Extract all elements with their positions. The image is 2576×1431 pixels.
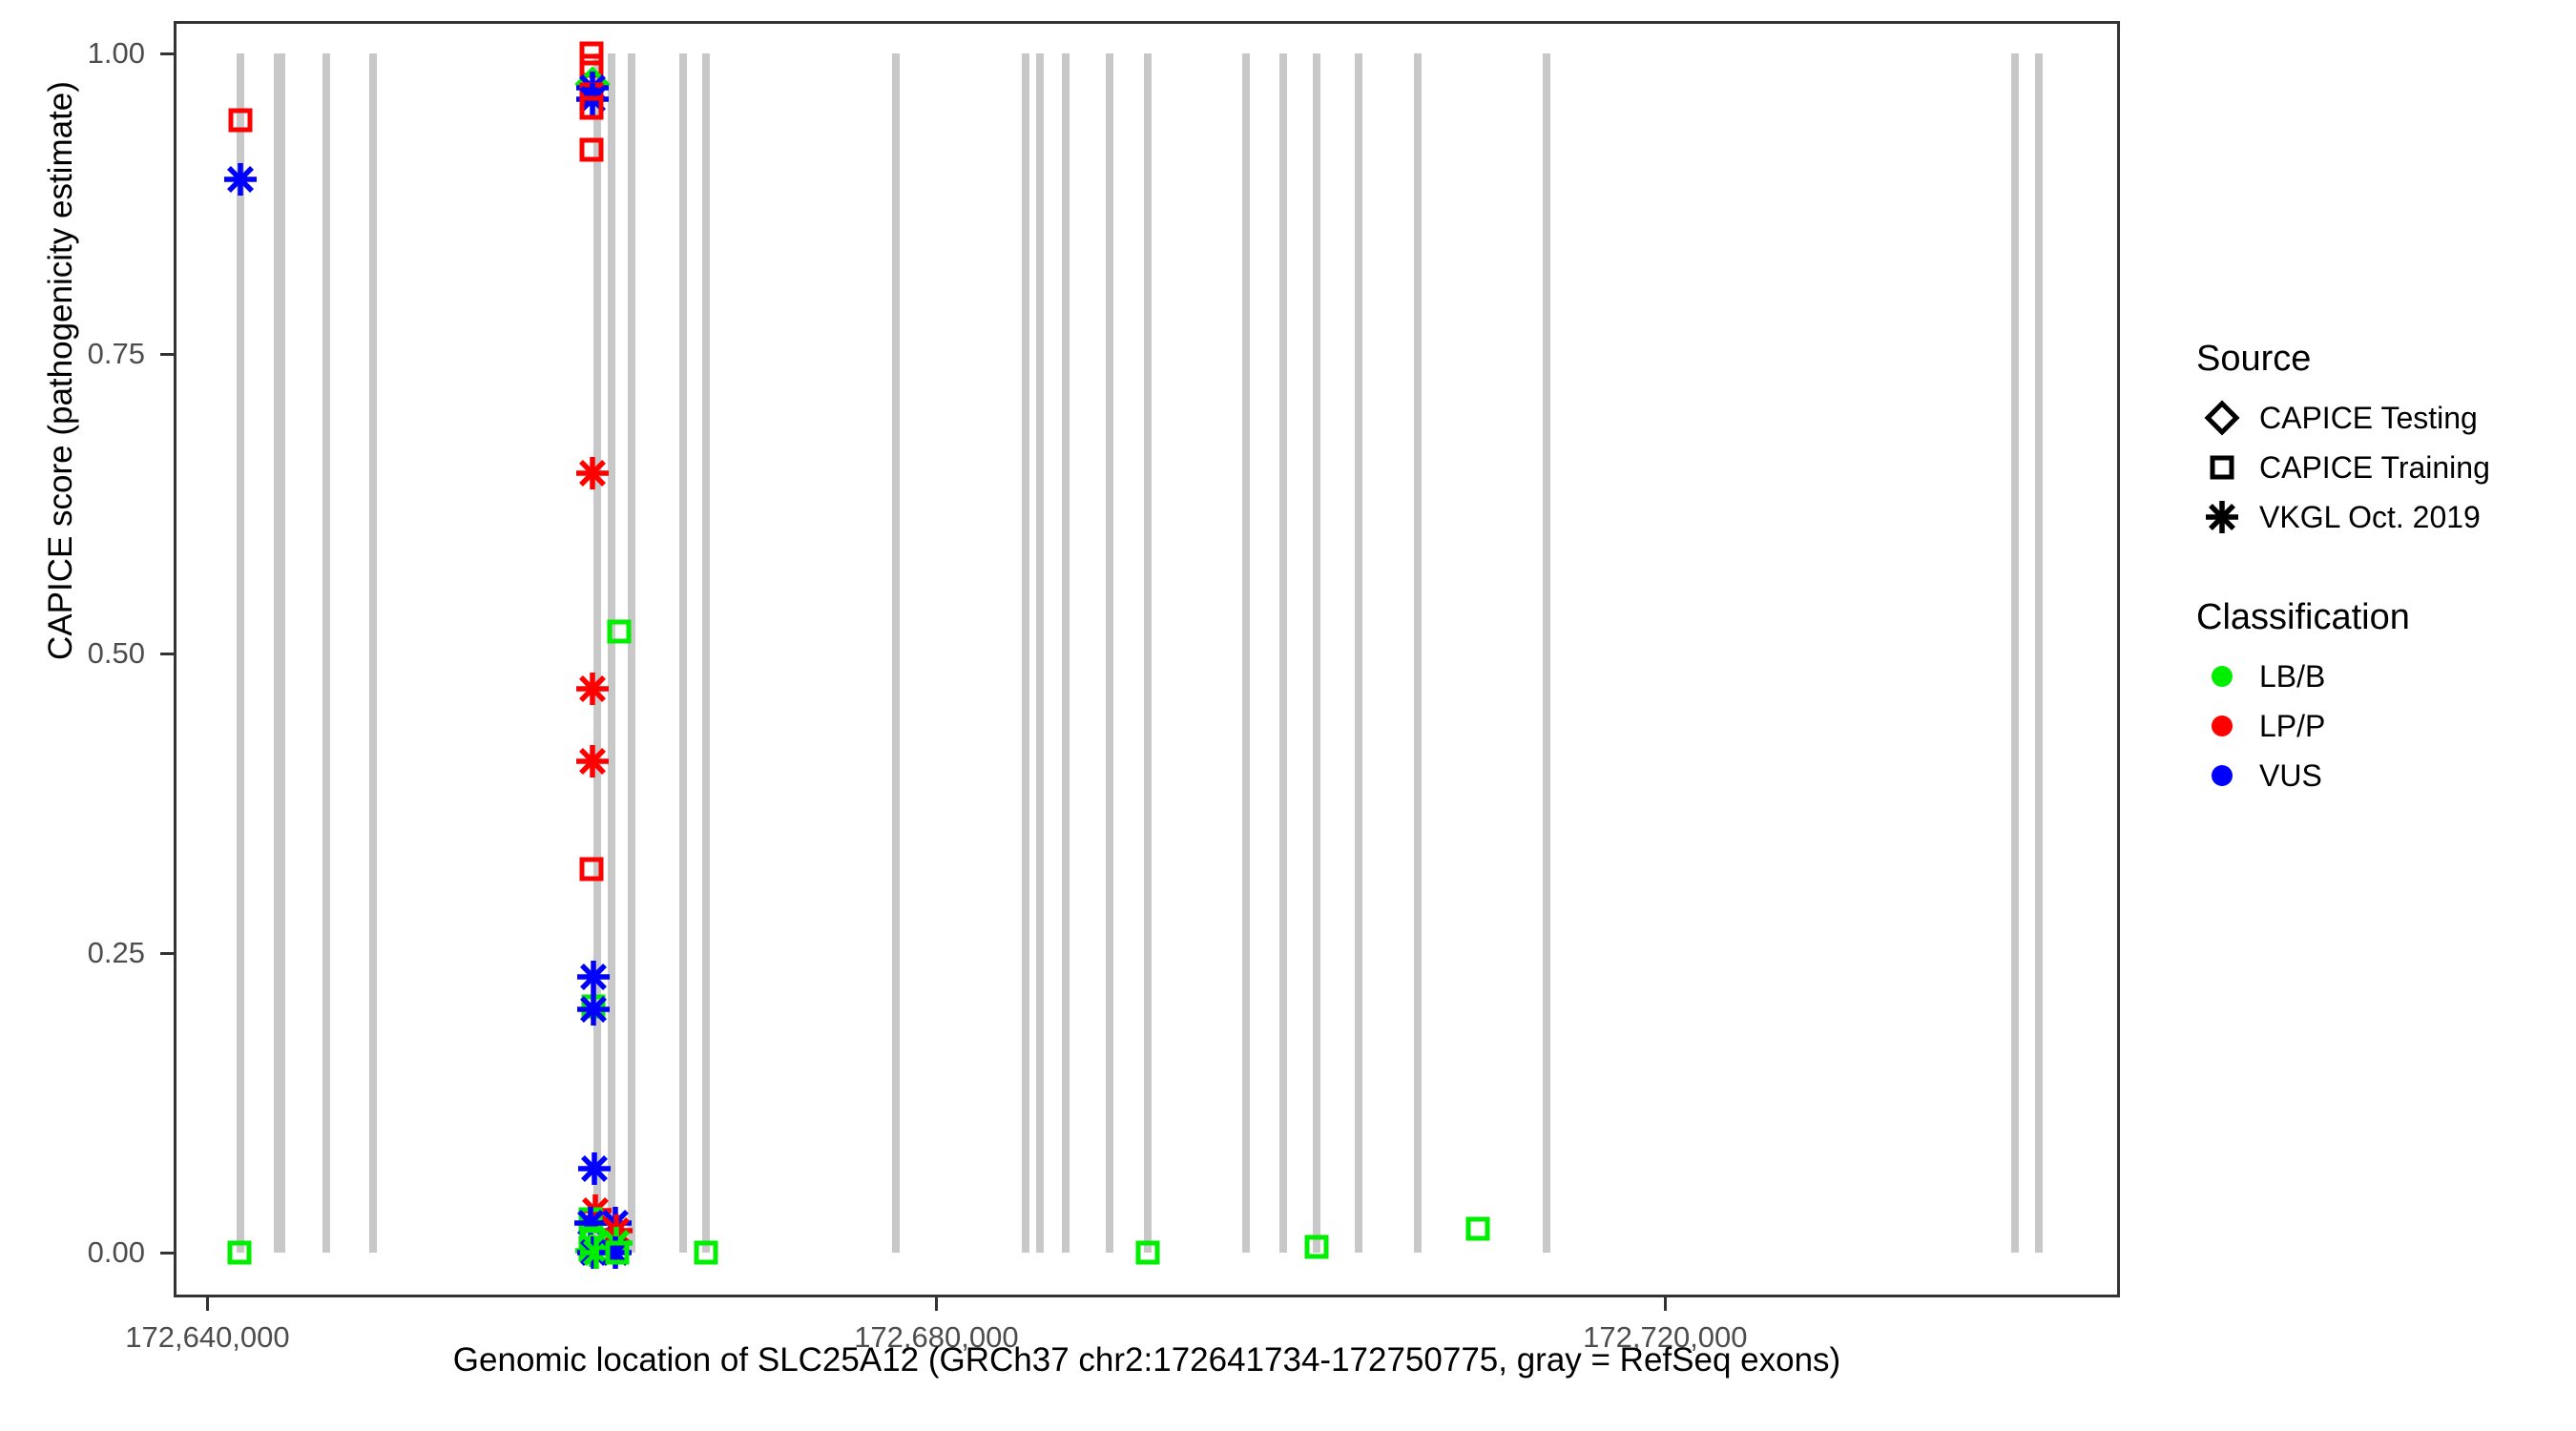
y-tick-label: 0.25	[87, 935, 145, 969]
exon-line	[1312, 53, 1320, 1253]
legend-item-label: VKGL Oct. 2019	[2259, 499, 2481, 534]
diamond-icon	[2194, 393, 2250, 443]
data-point-square	[574, 1232, 607, 1264]
exon-line	[1062, 53, 1070, 1253]
y-tick-mark	[160, 1252, 174, 1255]
legend-item-label: CAPICE Testing	[2259, 400, 2478, 435]
x-tick-label: 172,640,000	[125, 1320, 290, 1354]
data-point-square	[575, 853, 608, 885]
legend-item-label: LP/P	[2259, 708, 2326, 743]
data-point-asterisk	[571, 1203, 611, 1243]
exon-line	[277, 53, 285, 1253]
plot-panel	[174, 21, 2120, 1297]
exon-line	[701, 53, 710, 1253]
data-point-square	[575, 37, 608, 70]
exon-line	[369, 53, 378, 1253]
exon-line	[2034, 53, 2043, 1253]
exon-line	[1543, 53, 1551, 1253]
legend-title-source: Source	[2196, 339, 2312, 379]
legend-item-lp-p[interactable]: LP/P	[2194, 701, 2557, 751]
exon-line	[892, 53, 901, 1253]
x-axis-title: Genomic location of SLC25A12 (GRCh37 chr…	[452, 1341, 1841, 1379]
exon-line	[2011, 53, 2020, 1253]
y-tick-label: 1.00	[87, 36, 145, 71]
data-point-square	[575, 92, 608, 124]
y-tick-label: 0.75	[87, 336, 145, 370]
exon-line	[322, 53, 330, 1253]
data-point-square	[575, 1222, 608, 1255]
x-tick-mark	[935, 1297, 939, 1311]
exon-line	[1279, 53, 1288, 1253]
legend-spacer	[2194, 542, 2557, 597]
legend-item-label: LB/B	[2259, 658, 2326, 694]
legend-item-asterisk[interactable]: VKGL Oct. 2019	[2194, 492, 2557, 542]
data-point-square	[575, 78, 608, 111]
data-point-square	[574, 1203, 607, 1235]
x-tick-label: 172,680,000	[854, 1320, 1019, 1354]
exon-line	[1021, 53, 1029, 1253]
square-icon	[2194, 443, 2250, 492]
legend-classification-items: LB/B LP/P VUS	[2194, 652, 2557, 800]
data-point-square	[1462, 1213, 1494, 1245]
exon-line	[1105, 53, 1113, 1253]
exon-line	[608, 53, 616, 1253]
x-tick-label: 172,720,000	[1583, 1320, 1748, 1354]
y-tick-label: 0.00	[87, 1235, 145, 1270]
color-dot-icon	[2194, 652, 2250, 701]
y-tick-mark	[160, 352, 174, 356]
legend-title-classification: Classification	[2196, 597, 2410, 637]
legend: Source CAPICE Testing CAPICE Training VKGL…	[2194, 339, 2557, 800]
exon-line	[678, 53, 687, 1253]
plot-area	[177, 24, 2117, 1295]
asterisk-icon	[2194, 492, 2250, 542]
exon-line	[1143, 53, 1152, 1253]
color-dot-icon	[2194, 701, 2250, 751]
x-tick-mark	[1664, 1297, 1668, 1311]
legend-item-lb-b[interactable]: LB/B	[2194, 652, 2557, 701]
legend-source-items: CAPICE Testing CAPICE Training VKGL Oct. 2…	[2194, 393, 2557, 542]
data-point-asterisk	[571, 1231, 612, 1271]
exon-line	[1242, 53, 1251, 1253]
exon-line	[1036, 53, 1045, 1253]
exon-line	[593, 53, 602, 1253]
y-tick-label: 0.50	[87, 635, 145, 670]
y-tick-mark	[160, 652, 174, 655]
legend-item-label: VUS	[2259, 757, 2322, 793]
data-point-asterisk	[572, 79, 613, 119]
x-tick-mark	[206, 1297, 210, 1311]
color-dot-icon	[2194, 751, 2250, 800]
y-tick-mark	[160, 52, 174, 56]
y-tick-mark	[160, 951, 174, 955]
exon-line	[627, 53, 635, 1253]
exon-line	[1413, 53, 1422, 1253]
legend-item-diamond[interactable]: CAPICE Testing	[2194, 393, 2557, 443]
data-point-square	[575, 134, 608, 166]
legend-item-square[interactable]: CAPICE Training	[2194, 443, 2557, 492]
legend-item-label: CAPICE Training	[2259, 449, 2490, 485]
data-point-square	[575, 50, 608, 82]
exon-line	[236, 53, 244, 1253]
exon-line	[1355, 53, 1363, 1253]
legend-item-vus[interactable]: VUS	[2194, 751, 2557, 800]
